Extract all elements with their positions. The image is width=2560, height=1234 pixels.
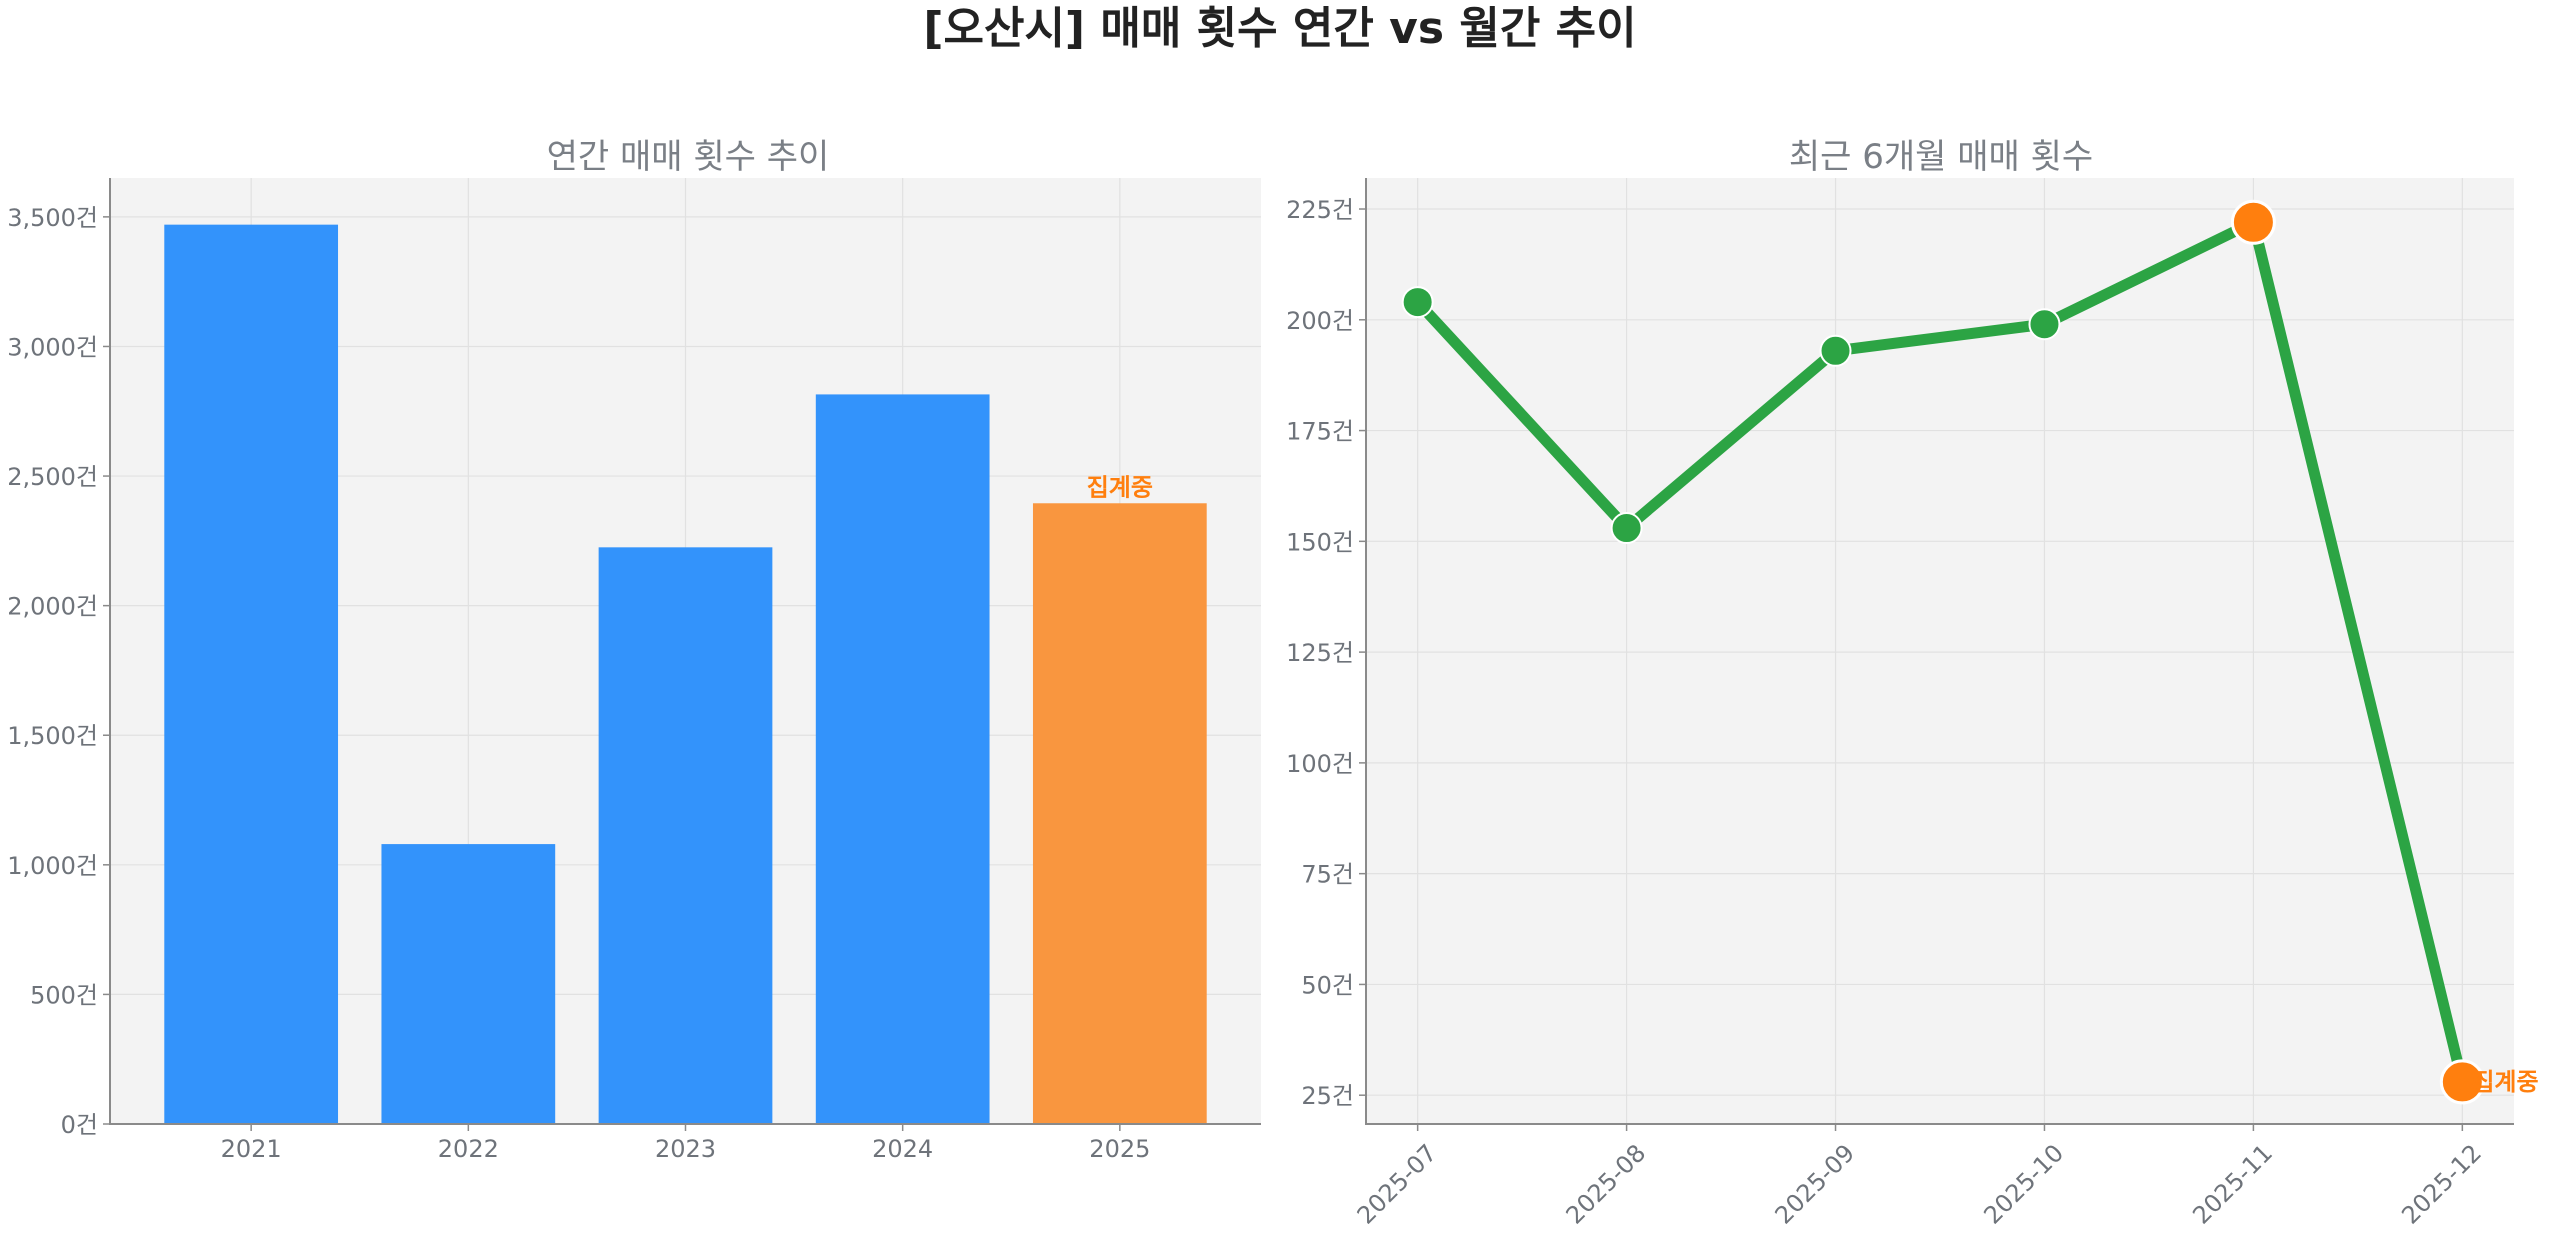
bar-xtick-label: 2023 bbox=[655, 1135, 716, 1163]
bar-annotation-label: 집계중 bbox=[1087, 473, 1153, 501]
bar-xtick-label: 2021 bbox=[221, 1135, 282, 1163]
line-xtick-label: 2025-12 bbox=[2396, 1139, 2487, 1230]
line-ytick-label: 100건 bbox=[1286, 750, 1354, 778]
bar-2023 bbox=[598, 547, 773, 1124]
line-ytick-label: 50건 bbox=[1301, 971, 1354, 999]
line-ytick-label: 225건 bbox=[1286, 196, 1354, 224]
bar-2025 bbox=[1032, 503, 1207, 1124]
bar-2021 bbox=[164, 224, 339, 1125]
bar-ytick-label: 3,500건 bbox=[7, 204, 98, 232]
bar-ytick-label: 1,500건 bbox=[7, 722, 98, 750]
bar-xtick-label: 2025 bbox=[1089, 1135, 1150, 1163]
bar-axes-spine bbox=[109, 178, 1261, 1125]
bar-2024 bbox=[815, 394, 990, 1124]
bar-xtick-label: 2024 bbox=[872, 1135, 933, 1163]
line-point bbox=[1819, 334, 1852, 367]
bar-ytick-label: 0건 bbox=[61, 1111, 98, 1139]
line-xtick-label: 2025-07 bbox=[1352, 1139, 1443, 1230]
line-point bbox=[1610, 512, 1643, 545]
bar-xtick-label: 2022 bbox=[438, 1135, 499, 1163]
monthly-line-chart: 최근 6개월 매매 횟수 25건 50건 75건 100건 125건 150건 175건 20… bbox=[1286, 137, 2538, 1230]
line-xtick-label: 2025-09 bbox=[1770, 1139, 1861, 1230]
line-point bbox=[2028, 308, 2061, 341]
line-axes-spine bbox=[1365, 178, 2514, 1125]
bar-ytick-label: 1,000건 bbox=[7, 852, 98, 880]
annual-bar-chart: 연간 매매 횟수 추이 0건 500건 1,000건 1,500건 2,000건 2,50… bbox=[7, 137, 1261, 1163]
line-point bbox=[1401, 286, 1434, 319]
line-ytick-label: 200건 bbox=[1286, 307, 1354, 335]
bar-ytick-label: 3,000건 bbox=[7, 333, 98, 361]
figure-title: [오산시] 매매 횟수 연간 vs 월간 추이 bbox=[923, 3, 1636, 54]
line-ytick-label: 25건 bbox=[1301, 1082, 1354, 1110]
bar-2022 bbox=[381, 844, 556, 1124]
line-point-highlight bbox=[2230, 199, 2276, 245]
bar-ytick-label: 2,500건 bbox=[7, 463, 98, 491]
line-ytick-label: 125건 bbox=[1286, 639, 1354, 667]
line-chart-title: 최근 6개월 매매 횟수 bbox=[1789, 137, 2093, 177]
line-ytick-label: 150건 bbox=[1286, 528, 1354, 556]
line-xtick-label: 2025-11 bbox=[2187, 1139, 2278, 1230]
line-annotation-label: 집계중 bbox=[2472, 1068, 2538, 1096]
line-ytick-label: 75건 bbox=[1301, 861, 1354, 889]
bar-chart-title: 연간 매매 횟수 추이 bbox=[547, 137, 830, 177]
bar-ytick-label: 500건 bbox=[30, 981, 98, 1009]
line-xtick-label: 2025-10 bbox=[1978, 1139, 2069, 1230]
line-xtick-label: 2025-08 bbox=[1561, 1139, 1652, 1230]
bar-ytick-label: 2,000건 bbox=[7, 593, 98, 621]
line-series bbox=[1412, 216, 2468, 1088]
line-point-highlight bbox=[2439, 1059, 2485, 1105]
line-ytick-label: 175건 bbox=[1286, 418, 1354, 446]
